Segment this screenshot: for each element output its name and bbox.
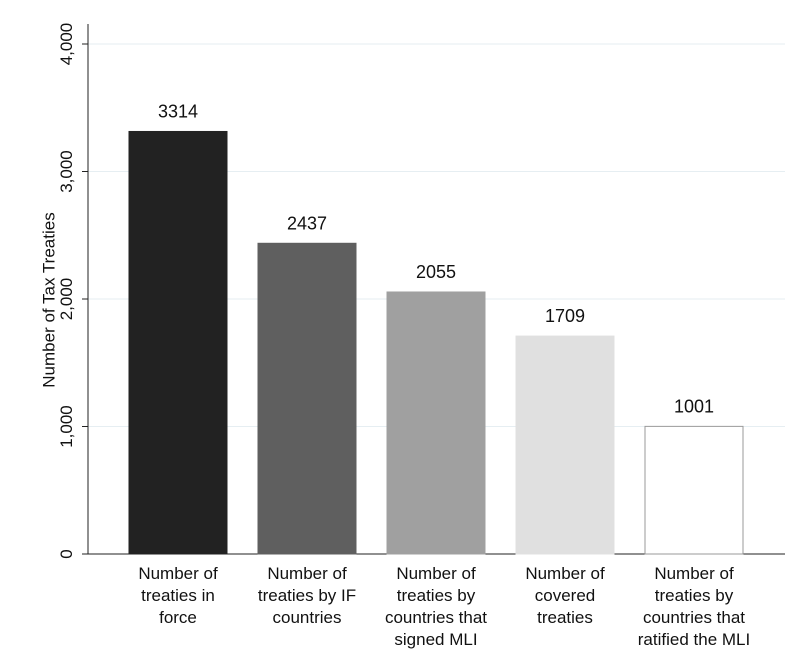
x-tick-label: Number of treaties in force	[138, 564, 218, 627]
bar	[257, 242, 357, 555]
x-tick-label: Number of treaties by countries that rat…	[637, 564, 751, 649]
bar	[386, 291, 486, 555]
y-tick-label: 2,000	[57, 278, 76, 321]
value-label: 2437	[287, 213, 327, 233]
y-axis-title: Number of Tax Treaties	[39, 212, 58, 387]
value-label: 1001	[674, 396, 714, 416]
value-label: 2055	[416, 262, 456, 282]
bar	[128, 130, 228, 555]
value-label: 1709	[545, 306, 585, 326]
x-tick-label: Number of treaties by countries that sig…	[384, 564, 488, 649]
y-tick-label: 3,000	[57, 150, 76, 193]
y-tick-label: 1,000	[57, 405, 76, 448]
x-tick-label: Number of covered treaties	[525, 564, 605, 627]
bar	[644, 425, 744, 555]
bar	[515, 335, 615, 555]
x-tick-label: Number of treaties by IF countries	[257, 564, 357, 627]
y-tick-label: 0	[57, 549, 76, 558]
y-tick-label: 4,000	[57, 23, 76, 66]
value-label: 3314	[158, 101, 198, 121]
